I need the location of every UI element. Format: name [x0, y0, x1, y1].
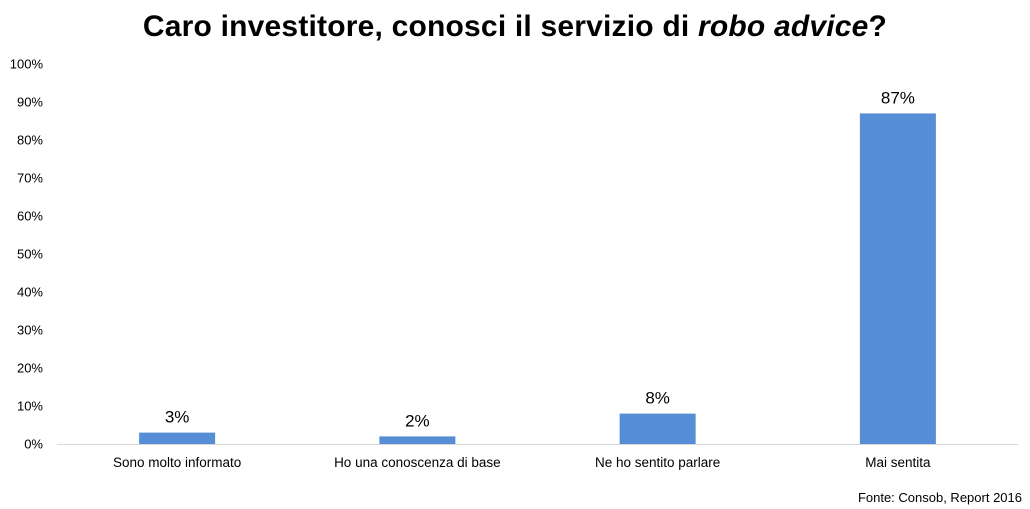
bars — [139, 113, 936, 445]
bar — [619, 413, 696, 444]
data-label: 8% — [645, 389, 670, 408]
y-tick-label: 60% — [17, 209, 43, 224]
y-tick-label: 50% — [17, 247, 43, 262]
chart-title-suffix: ? — [868, 10, 888, 43]
bar — [379, 436, 456, 444]
category-labels: Sono molto informato Ho una conoscenza di… — [113, 455, 931, 470]
chart-title-emphasis: robo advice — [697, 10, 869, 43]
y-tick-label: 90% — [17, 95, 43, 110]
y-axis-ticks: 0% 10% 20% 30% 40% 50% 60% 70% 80% 90% 100% — [10, 57, 44, 452]
category-label: Sono molto informato — [113, 455, 241, 470]
y-tick-label: 0% — [24, 437, 43, 452]
category-label: Ne ho sentito parlare — [595, 455, 720, 470]
bar — [139, 432, 216, 444]
chart-title-text: Caro investitore, conosci il servizio di — [142, 10, 698, 43]
category-label: Mai sentita — [865, 455, 931, 470]
y-tick-label: 70% — [17, 171, 43, 186]
data-label: 87% — [881, 88, 915, 107]
y-tick-label: 80% — [17, 133, 43, 148]
data-labels: 3% 2% 8% 87% — [165, 88, 915, 430]
y-tick-label: 100% — [10, 57, 44, 72]
y-tick-label: 20% — [17, 361, 43, 376]
chart-title: Caro investitore, conosci il servizio di… — [0, 6, 1030, 48]
bar — [859, 113, 936, 445]
y-tick-label: 40% — [17, 285, 43, 300]
source-note: Fonte: Consob, Report 2016 — [857, 490, 1022, 505]
data-label: 2% — [405, 411, 430, 430]
y-tick-label: 10% — [17, 399, 43, 414]
data-label: 3% — [165, 408, 190, 427]
category-label: Ho una conoscenza di base — [334, 455, 501, 470]
y-tick-label: 30% — [17, 323, 43, 338]
